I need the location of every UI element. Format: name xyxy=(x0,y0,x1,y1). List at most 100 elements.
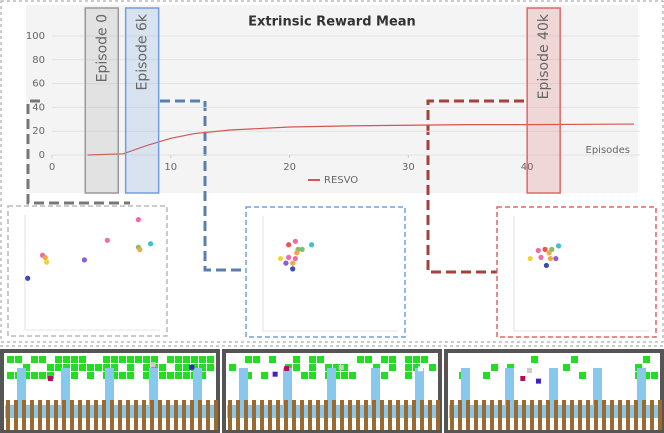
game-pillar xyxy=(193,368,202,408)
annotation-box xyxy=(84,7,120,194)
game-tile xyxy=(71,372,78,379)
game-floor xyxy=(380,400,384,430)
game-tile xyxy=(159,364,166,371)
scatter-point xyxy=(81,257,87,263)
scatter-point xyxy=(527,255,533,262)
scatter-axes xyxy=(24,215,160,331)
game-tile xyxy=(143,364,150,371)
game-tile xyxy=(643,372,650,379)
game-tile xyxy=(245,372,252,379)
game-tile xyxy=(405,356,412,363)
game-floor xyxy=(458,400,462,430)
scatter-point xyxy=(286,254,292,260)
game-tile xyxy=(373,364,380,371)
game-tile xyxy=(199,364,206,371)
connector-gray xyxy=(26,99,130,205)
game-tile xyxy=(79,356,86,363)
game-floor xyxy=(428,400,432,430)
game-floor xyxy=(252,400,256,430)
game-floor xyxy=(340,400,344,430)
game-tile xyxy=(421,356,428,363)
game-floor xyxy=(530,400,534,430)
game-tile xyxy=(95,364,102,371)
game-floor xyxy=(54,400,58,430)
game-floor xyxy=(586,400,590,430)
scatter-point xyxy=(290,260,296,266)
game-object xyxy=(338,365,344,371)
game-tile xyxy=(531,356,538,363)
game-tile xyxy=(87,364,94,371)
game-tile xyxy=(159,372,166,379)
game-floor xyxy=(158,400,162,430)
game-tile xyxy=(207,356,214,363)
game-tile xyxy=(183,364,190,371)
game-floor xyxy=(166,400,170,430)
game-floor xyxy=(174,400,178,430)
game-object xyxy=(520,375,526,381)
game-floor xyxy=(650,400,654,430)
game-tile xyxy=(23,364,30,371)
game-tile xyxy=(79,364,86,371)
game-tile xyxy=(175,372,182,379)
game-floor xyxy=(570,400,574,430)
scatter-point xyxy=(555,243,562,249)
game-floor xyxy=(126,400,130,430)
game-tile xyxy=(635,364,642,371)
game-tile xyxy=(31,372,38,379)
game-tile xyxy=(167,356,174,363)
game-floor xyxy=(6,400,10,430)
scatter-point xyxy=(286,242,292,248)
game-tile xyxy=(269,356,276,363)
game-pillar xyxy=(239,368,248,408)
game-floor xyxy=(474,400,478,430)
game-tile xyxy=(365,356,372,363)
game-floor xyxy=(46,400,50,430)
game-tile xyxy=(643,356,650,363)
x-tick-label: 0 xyxy=(49,162,55,173)
scatter-point xyxy=(135,217,141,223)
game-floor xyxy=(300,400,304,430)
scatter-frame xyxy=(496,206,657,338)
scatter-point xyxy=(44,259,50,265)
game-tile xyxy=(333,372,340,379)
game-floor xyxy=(316,400,320,430)
game-tile xyxy=(381,372,388,379)
scatter-point xyxy=(294,250,300,256)
scatter-point xyxy=(543,262,550,269)
scatter-point xyxy=(292,255,298,262)
game-object xyxy=(527,367,533,373)
game-pillar xyxy=(549,368,558,408)
game-tile xyxy=(381,356,388,363)
game-tile xyxy=(309,372,316,379)
game-tile xyxy=(293,356,300,363)
game-pillar xyxy=(327,368,336,408)
game-tile xyxy=(207,364,214,371)
game-floor xyxy=(618,400,622,430)
game-floor xyxy=(514,400,518,430)
game-floor xyxy=(498,400,502,430)
game-screenshot xyxy=(0,349,220,433)
game-floor xyxy=(244,400,248,430)
game-floor xyxy=(276,400,280,430)
game-floor xyxy=(404,400,408,430)
game-tile xyxy=(71,364,78,371)
y-tick-label: 100 xyxy=(26,31,45,42)
game-floor xyxy=(94,400,98,430)
game-floor xyxy=(190,400,194,430)
game-floor xyxy=(228,400,232,430)
game-tile xyxy=(47,372,54,379)
game-floor xyxy=(546,400,550,430)
game-floor xyxy=(62,400,66,430)
game-floor xyxy=(522,400,526,430)
game-tile xyxy=(103,356,110,363)
game-object xyxy=(180,380,186,386)
game-tile xyxy=(7,372,14,379)
game-tile xyxy=(301,372,308,379)
game-object xyxy=(47,376,53,382)
game-tile xyxy=(167,372,174,379)
game-tile xyxy=(579,372,586,379)
game-tile xyxy=(183,356,190,363)
game-tile xyxy=(349,372,356,379)
game-tile xyxy=(87,372,94,379)
game-floor xyxy=(102,400,106,430)
